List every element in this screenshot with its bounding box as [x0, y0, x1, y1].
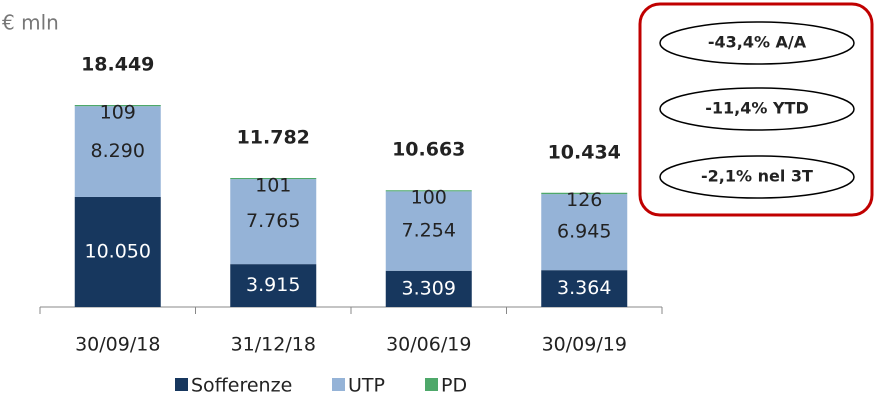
x-tick-label: 31/12/18 [231, 334, 316, 356]
total-label: 18.449 [81, 54, 154, 76]
bar-segment [541, 270, 628, 307]
bar-segment [541, 192, 628, 195]
value-label: 101 [255, 175, 291, 197]
legend-label: UTP [348, 375, 385, 397]
value-label: 3.364 [557, 277, 611, 299]
x-tick-label: 30/09/18 [75, 334, 160, 356]
legend-swatch [425, 378, 438, 391]
bar-segment [230, 264, 317, 307]
annotation-box [638, 2, 874, 217]
legend-swatch [175, 378, 188, 391]
bar-segment [230, 179, 317, 265]
annotation-ellipse [659, 21, 855, 65]
x-tick-label: 30/09/19 [542, 334, 627, 356]
value-label: 7.765 [246, 210, 300, 232]
value-label: 7.254 [402, 220, 456, 242]
value-label: 100 [411, 187, 447, 209]
bar-segment [230, 178, 317, 180]
bar-segment [541, 194, 628, 271]
annotation: -2,1% nel 3T [701, 167, 813, 186]
total-label: 10.434 [548, 141, 621, 163]
bar-segment [74, 105, 161, 107]
x-tick-label: 30/06/19 [386, 334, 471, 356]
value-label: 10.050 [85, 240, 151, 262]
total-label: 10.663 [392, 139, 465, 161]
value-label: 6.945 [557, 221, 611, 243]
annotation: -43,4% A/A [708, 33, 807, 52]
bar-segment [385, 191, 472, 271]
value-label: 3.309 [402, 277, 456, 299]
bar-segment [74, 106, 161, 197]
value-label: 3.915 [246, 274, 300, 296]
value-label: 109 [100, 102, 136, 124]
legend-label: Sofferenze [191, 375, 292, 397]
bar-segment [385, 190, 472, 192]
annotation: -11,4% YTD [705, 99, 809, 118]
annotation-ellipse [659, 87, 855, 131]
bar-segment [385, 270, 472, 307]
value-label: 126 [566, 189, 602, 211]
total-label: 11.782 [237, 126, 310, 148]
legend-label: PD [441, 375, 467, 397]
annotation-ellipse [659, 155, 855, 199]
unit-label: € mln [2, 11, 59, 35]
bar-segment [74, 196, 161, 307]
legend-swatch [332, 378, 345, 391]
value-label: 8.290 [91, 140, 145, 162]
